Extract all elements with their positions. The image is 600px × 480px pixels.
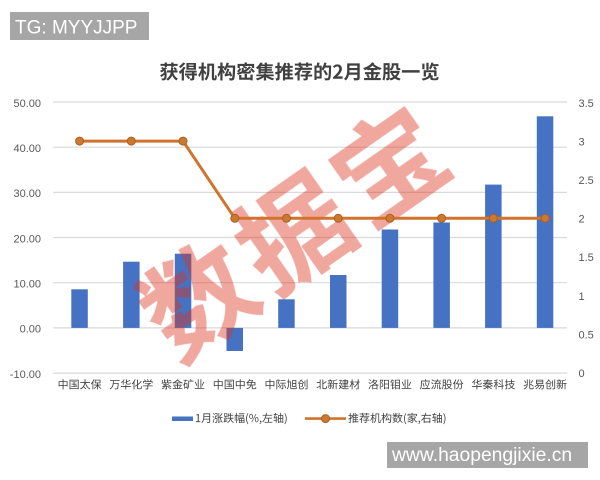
svg-text:2: 2 — [579, 214, 585, 226]
svg-text:3: 3 — [579, 136, 585, 148]
svg-text:0: 0 — [579, 368, 585, 380]
svg-text:www.haopengjixie.cn: www.haopengjixie.cn — [391, 445, 572, 466]
svg-text:0.00: 0.00 — [20, 324, 41, 336]
svg-text:3.5: 3.5 — [579, 98, 594, 110]
svg-text:0.5: 0.5 — [579, 329, 594, 341]
svg-text:30.00: 30.00 — [13, 188, 41, 200]
svg-text:50.00: 50.00 — [13, 98, 41, 110]
svg-text:-10.00: -10.00 — [10, 369, 41, 381]
svg-text:1: 1 — [579, 291, 585, 303]
svg-text:2.5: 2.5 — [579, 175, 594, 187]
svg-text:10.00: 10.00 — [13, 279, 41, 291]
svg-text:1.5: 1.5 — [579, 252, 594, 264]
svg-text:40.00: 40.00 — [13, 143, 41, 155]
svg-text:20.00: 20.00 — [13, 233, 41, 245]
svg-text:TG: MYYJJPP: TG: MYYJJPP — [15, 18, 137, 39]
